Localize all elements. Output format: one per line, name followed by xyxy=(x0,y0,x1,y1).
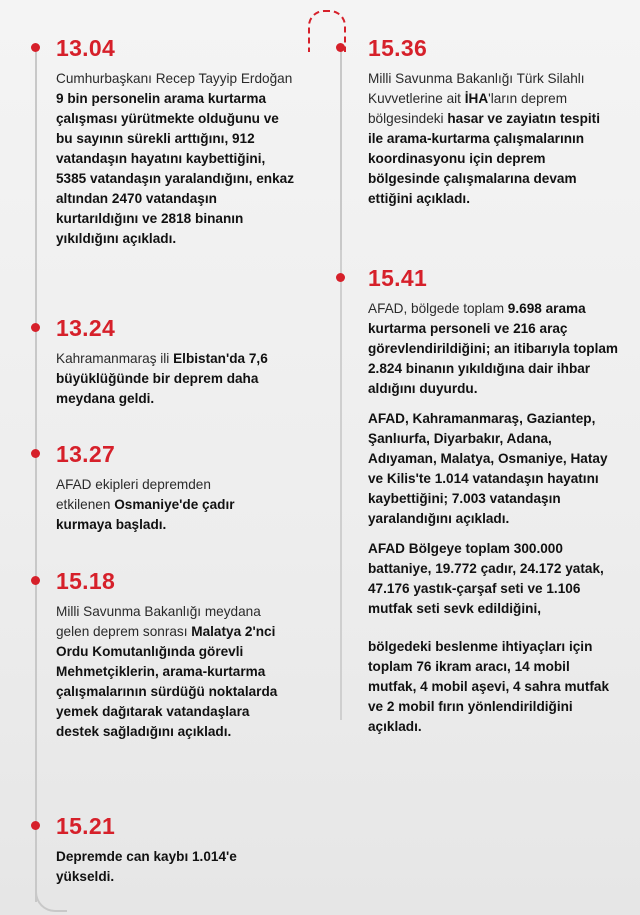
plain-text: Kahramanmaraş ili xyxy=(56,351,174,366)
entry-text: Depremde can kaybı 1.014'e yükseldi. xyxy=(56,847,256,887)
timeline-dot xyxy=(336,273,345,282)
bold-text: bölgedeki beslenme ihtiyaçları için topl… xyxy=(368,639,610,734)
timeline-dot xyxy=(31,449,40,458)
bold-text: İHA xyxy=(464,91,489,106)
plain-text: AFAD, bölgede toplam xyxy=(368,301,508,316)
entry-time: 13.24 xyxy=(56,315,116,341)
bold-text: AFAD, Kahramanmaraş, Gaziantep, Şanlıurf… xyxy=(368,411,608,526)
entry-time: 15.41 xyxy=(368,265,428,291)
plain-text: Milli Savunma Bakanlığı Türk Silahlı Kuv… xyxy=(368,71,585,106)
timeline-connector xyxy=(308,10,346,52)
entry-text: AFAD, bölgede toplam 9.698 arama kurtarm… xyxy=(368,299,620,737)
entry-time: 15.21 xyxy=(56,813,116,839)
entry-text: Milli Savunma Bakanlığı meydana gelen de… xyxy=(56,602,292,742)
bold-text: Osmaniye'de çadır kurmaya başladı. xyxy=(56,497,235,532)
bold-text: Depremde can kaybı 1.014'e yükseldi. xyxy=(56,849,237,884)
timeline-line-right-lower xyxy=(340,250,342,720)
bold-text: hasar ve zayiatın tespiti ile arama-kurt… xyxy=(368,111,600,206)
entry-paragraph: AFAD Bölgeye toplam 300.000 battaniye, 1… xyxy=(368,539,620,619)
timeline-curve xyxy=(35,880,67,912)
entry-text: Milli Savunma Bakanlığı Türk Silahlı Kuv… xyxy=(368,69,600,209)
plain-text: AFAD ekipleri depremden etkilenen xyxy=(56,477,211,512)
entry-time: 13.04 xyxy=(56,35,116,61)
bold-text: Malatya 2'nci Ordu Komutanlığında görevl… xyxy=(56,624,278,739)
entry-text: Kahramanmaraş ili Elbistan'da 7,6 büyükl… xyxy=(56,349,288,409)
timeline-line-left xyxy=(35,52,37,902)
entry-paragraph: bölgedeki beslenme ihtiyaçları için topl… xyxy=(368,637,620,737)
entry-text: AFAD ekipleri depremden etkilenen Osmani… xyxy=(56,475,266,535)
timeline-dot xyxy=(336,43,345,52)
plain-text: Milli Savunma Bakanlığı meydana gelen de… xyxy=(56,604,261,639)
entry-time: 13.27 xyxy=(56,441,116,467)
timeline-dot xyxy=(31,43,40,52)
bold-text: AFAD Bölgeye toplam 300.000 battaniye, 1… xyxy=(368,541,604,616)
entry-text: Cumhurbaşkanı Recep Tayyip Erdoğan 9 bin… xyxy=(56,69,296,249)
entry-time: 15.36 xyxy=(368,35,428,61)
timeline-dot xyxy=(31,576,40,585)
bold-text: Elbistan'da 7,6 büyüklüğünde bir deprem … xyxy=(56,351,268,406)
timeline-line-right xyxy=(340,50,342,250)
plain-text: 'ların deprem bölgesindeki xyxy=(368,91,568,126)
timeline-dot xyxy=(31,821,40,830)
entry-paragraph: AFAD, bölgede toplam 9.698 arama kurtarm… xyxy=(368,299,620,399)
entry-paragraph: AFAD, Kahramanmaraş, Gaziantep, Şanlıurf… xyxy=(368,409,620,529)
timeline-dot xyxy=(31,323,40,332)
bold-text: 9.698 arama kurtarma personeli ve 216 ar… xyxy=(368,301,619,396)
plain-text: Cumhurbaşkanı Recep Tayyip Erdoğan xyxy=(56,71,293,86)
bold-text: 9 bin personelin arama kurtarma çalışmas… xyxy=(56,91,294,246)
entry-time: 15.18 xyxy=(56,568,116,594)
